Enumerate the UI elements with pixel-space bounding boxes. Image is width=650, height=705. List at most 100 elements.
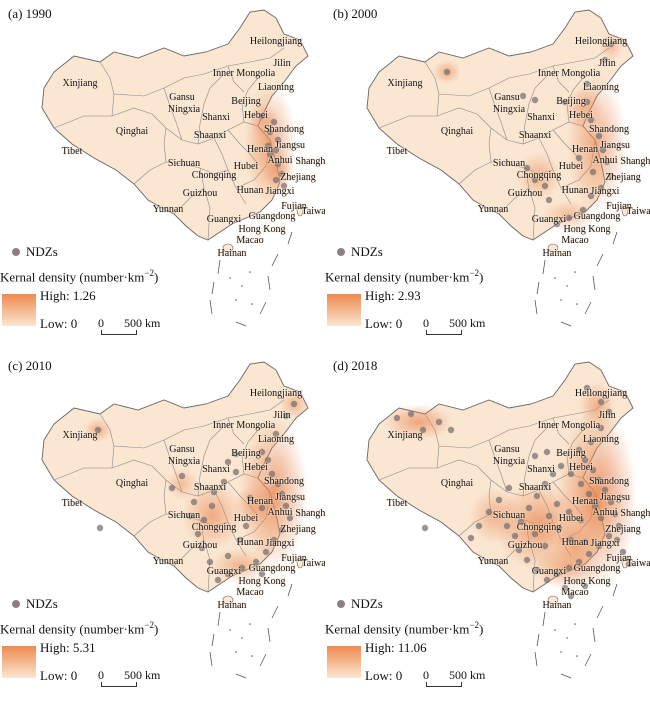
- province-label: Jiangsu: [275, 492, 305, 503]
- province-label: Taiwan: [301, 206, 325, 217]
- ndz-point: [561, 98, 569, 106]
- province-label: Taiwan: [626, 206, 650, 217]
- ndz-point: [597, 514, 605, 522]
- ndz-point: [258, 504, 266, 512]
- ndz-point: [419, 426, 427, 434]
- ndz-point: [601, 486, 609, 494]
- province-label: Guangxi: [531, 566, 567, 577]
- ndz-point: [236, 536, 244, 544]
- province-border: [522, 427, 548, 497]
- density-exponent: −2: [469, 268, 479, 278]
- ndz-point: [613, 536, 621, 544]
- density-legend-title: Kernal density (number·km−2): [0, 620, 158, 637]
- ndz-point: [224, 458, 232, 466]
- province-border: [522, 75, 548, 145]
- ndz-point: [517, 518, 525, 526]
- ndz-point: [232, 450, 240, 458]
- ndz-point: [531, 96, 539, 104]
- ndz-point: [615, 522, 623, 530]
- province-label: Fujian: [606, 553, 632, 564]
- ndz-point: [599, 146, 607, 154]
- province-label: Hainan: [542, 248, 572, 259]
- ndz-point: [242, 522, 250, 530]
- taiwan-island: [296, 555, 304, 569]
- province-label: Tibet: [386, 498, 408, 509]
- ndz-point: [505, 484, 513, 492]
- ndz-point: [252, 558, 260, 566]
- ndz-point: [190, 498, 198, 506]
- province-label: Shaanxi: [518, 130, 552, 141]
- ndz-point: [286, 514, 294, 522]
- province-label: Chongqing: [191, 522, 237, 533]
- ndz-point: [625, 560, 633, 568]
- density-hotspot: [469, 488, 521, 544]
- province-label: Tibet: [61, 498, 83, 509]
- province-label: Shanxi: [202, 464, 230, 475]
- south-china-sea-islands: [534, 231, 618, 327]
- scale-bar: [101, 330, 137, 335]
- province-border: [163, 87, 183, 141]
- province-label: Hunan: [236, 185, 264, 196]
- ndz-point: [575, 154, 583, 162]
- density-hotspot: [385, 404, 453, 440]
- ndz-point: [591, 502, 599, 510]
- ndz-point: [290, 400, 298, 408]
- ndz-point: [214, 576, 222, 584]
- panel-title: (d) 2018: [333, 358, 378, 373]
- scale-zero: 0: [98, 668, 104, 682]
- province-label: Chongqing: [516, 522, 562, 533]
- ndz-point: [246, 494, 254, 502]
- province-border: [241, 73, 267, 123]
- ndz-point: [258, 112, 266, 120]
- density-hotspot: [232, 486, 272, 526]
- province-label: Fujian: [281, 553, 307, 564]
- china-map: [41, 9, 309, 327]
- province-label: Beijing: [231, 96, 261, 107]
- province-label: Anhui: [592, 155, 618, 166]
- taiwan-island: [621, 203, 629, 217]
- density-color-ramp: [2, 646, 36, 678]
- province-label: Ningxia: [167, 456, 201, 467]
- ndz-point: [282, 412, 290, 420]
- ndz-point: [443, 68, 451, 76]
- ndz-point: [575, 558, 583, 566]
- province-label: Hubei: [233, 161, 259, 172]
- ndz-legend: NDZs: [12, 596, 58, 612]
- province-label: Macao: [561, 587, 589, 598]
- ndz-point: [545, 196, 553, 204]
- ndz-point: [495, 496, 503, 504]
- ndz-point: [565, 564, 573, 572]
- province-border: [163, 479, 167, 515]
- map-panel: Xinjiang Tibet Qinghai Gansu Ningxia Inner Mo…: [325, 352, 650, 704]
- province-label: Liaoning: [257, 82, 295, 93]
- province-label: Anhui: [267, 155, 293, 166]
- ndz-point: [200, 516, 208, 524]
- density-hotspot: [240, 418, 308, 570]
- scale-label: 500 km: [124, 316, 161, 330]
- province-label: Zhejiang: [605, 172, 641, 183]
- province-label: Macao: [236, 235, 264, 246]
- density-legend-title: Kernal density (number·km−2): [0, 268, 158, 285]
- province-label: Gansu: [169, 92, 195, 103]
- province-label: Guangdong: [248, 211, 296, 222]
- ndz-point: [519, 92, 527, 100]
- province-border: [99, 61, 115, 117]
- province-label: Jiangxi: [265, 538, 295, 549]
- ndz-point: [485, 508, 493, 516]
- ndz-point: [278, 526, 286, 534]
- province-label: Guizhou: [507, 188, 543, 199]
- province-border: [488, 439, 508, 493]
- map-panel: Xinjiang Tibet Qinghai Gansu Ningxia Inner Mo…: [0, 0, 325, 352]
- ndz-point: [541, 182, 549, 190]
- ndz-legend: NDZs: [337, 596, 383, 612]
- ndz-point: [543, 448, 551, 456]
- province-label: Hong Kong: [238, 576, 286, 587]
- province-label: Guizhou: [507, 540, 543, 551]
- ndz-point: [581, 456, 589, 464]
- province-label: Ningxia: [492, 104, 526, 115]
- density-exponent: −2: [144, 620, 154, 630]
- province-border: [227, 65, 245, 93]
- province-label: Guangdong: [248, 563, 296, 574]
- ndz-point: [523, 556, 531, 564]
- density-exponent: −2: [469, 620, 479, 630]
